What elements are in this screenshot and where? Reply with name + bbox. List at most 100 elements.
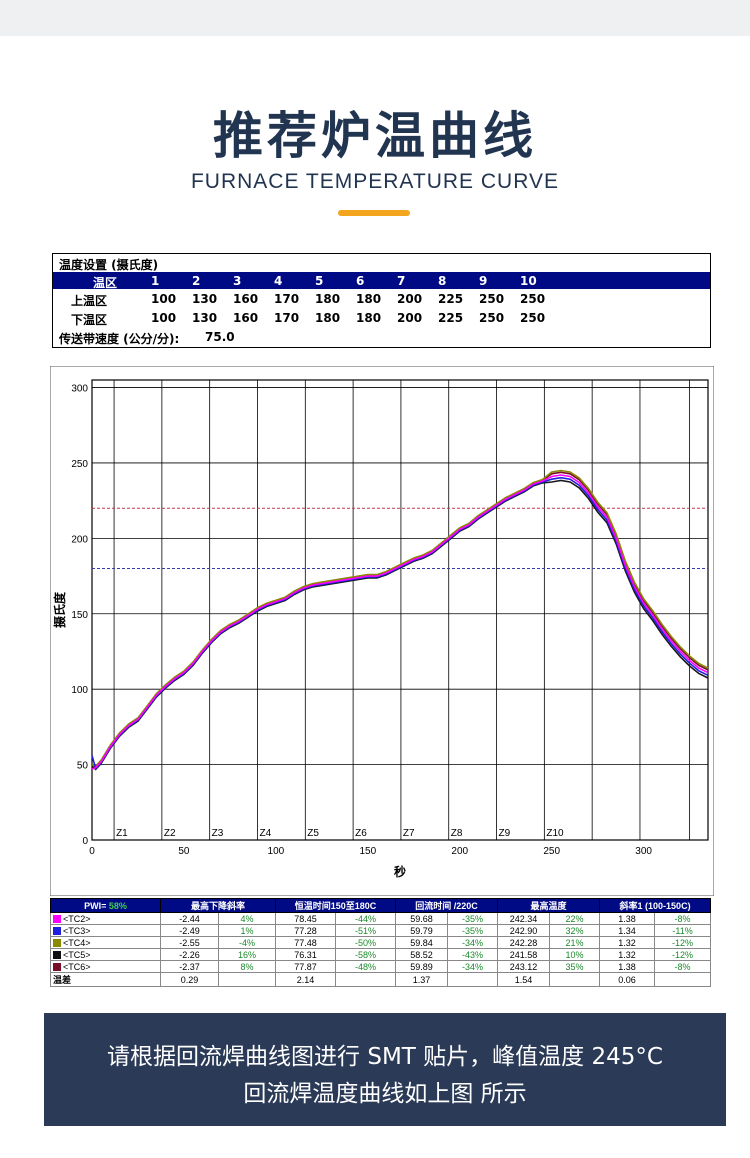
diff-cell xyxy=(447,972,499,987)
conveyor-speed-label: 传送带速度 (公分/分): xyxy=(59,332,180,346)
diff-cell xyxy=(654,972,712,987)
probe-name: <TC4> xyxy=(63,937,91,948)
col-max-fall-slope: 最高下降斜率 xyxy=(159,898,277,913)
results-cell: 1.32 xyxy=(599,948,656,961)
lower-zone-value: 170 xyxy=(274,311,300,325)
results-cell: 59.84 xyxy=(395,936,449,949)
zone-number: 9 xyxy=(479,274,488,288)
results-cell: 32% xyxy=(549,924,601,937)
zone-label: Z1 xyxy=(116,828,128,839)
results-cell: 77.87 xyxy=(275,960,337,973)
zone-label: 温区 xyxy=(93,276,118,290)
zone-label: Z7 xyxy=(403,828,415,839)
zone-label: Z5 xyxy=(307,828,319,839)
results-cell: -11% xyxy=(654,924,712,937)
results-cell: -43% xyxy=(447,948,499,961)
chart-svg: 0 50 100 150 200 250 300 Z1 Z2 Z3 Z4 Z5 Z6 Z7 Z8 Z9 Z10 0… xyxy=(50,366,714,896)
page-subtitle: FURNACE TEMPERATURE CURVE xyxy=(190,170,560,193)
upper-zone-value: 180 xyxy=(315,292,341,306)
zone-number: 1 xyxy=(151,274,160,288)
results-cell: 1.38 xyxy=(599,912,656,925)
results-cell: 1.32 xyxy=(599,936,656,949)
results-cell: 243.12 xyxy=(497,960,551,973)
probe-label: <TC2> xyxy=(50,912,161,925)
upper-zone-value: 200 xyxy=(397,292,423,306)
probe-name: <TC2> xyxy=(63,913,91,924)
conveyor-speed-value: 75.0 xyxy=(205,330,235,344)
results-cell: -2.26 xyxy=(160,948,219,961)
x-tick-label: 250 xyxy=(543,846,560,857)
lower-zone-value: 180 xyxy=(315,311,341,325)
results-cell: -51% xyxy=(335,924,397,937)
zone-number: 7 xyxy=(397,274,406,288)
conveyor-speed-row: 传送带速度 (公分/分): 75.0 xyxy=(53,328,710,347)
probe-label: <TC5> xyxy=(50,948,161,961)
pwi-value: 58% xyxy=(108,900,127,911)
diff-label: 温差 xyxy=(50,972,161,987)
results-cell: 1% xyxy=(217,924,277,937)
lower-zone-value: 180 xyxy=(356,311,382,325)
col-soak-time: 恒温时间150至180C xyxy=(275,898,397,913)
col-slope1: 斜率1 (100-150C) xyxy=(599,898,712,913)
results-cell: 242.28 xyxy=(497,936,551,949)
zone-label: Z2 xyxy=(164,828,176,839)
upper-zone-row: 上温区 100 130 160 170 180 180 200 225 250 250 xyxy=(53,290,710,309)
lower-zone-value: 160 xyxy=(233,311,259,325)
lower-zone-row: 下温区 100 130 160 170 180 180 200 225 250 250 xyxy=(53,309,710,328)
pwi-label: PWI= xyxy=(84,900,107,911)
zone-number: 8 xyxy=(438,274,447,288)
upper-zone-value: 250 xyxy=(520,292,546,306)
results-row: <TC3> -2.49 1% 77.28 -51% 59.79 -35% 242.90 32% 1… xyxy=(50,924,712,937)
results-cell: -44% xyxy=(335,912,397,925)
settings-title-row: 温度设置 (摄氏度) xyxy=(53,254,710,273)
results-cell: 59.79 xyxy=(395,924,449,937)
settings-title: 温度设置 (摄氏度) xyxy=(59,258,159,272)
probe-color-swatch xyxy=(53,914,61,923)
results-cell: 242.90 xyxy=(497,924,551,937)
probe-name: <TC3> xyxy=(63,925,91,936)
series-line-tc4 xyxy=(91,469,709,768)
upper-zone-value: 180 xyxy=(356,292,382,306)
upper-zone-value: 100 xyxy=(151,292,177,306)
results-cell: 242.34 xyxy=(497,912,551,925)
y-tick-label: 0 xyxy=(82,836,88,847)
probe-name: <TC5> xyxy=(63,949,91,960)
diff-cell: 0.06 xyxy=(599,972,656,987)
probe-color-swatch xyxy=(53,938,61,947)
lower-zone-value: 200 xyxy=(397,311,423,325)
lower-zone-label: 下温区 xyxy=(71,313,108,327)
results-cell: -2.55 xyxy=(160,936,219,949)
results-cell: -35% xyxy=(447,912,499,925)
zone-number: 5 xyxy=(315,274,324,288)
diff-cell xyxy=(549,972,601,987)
zone-label: Z8 xyxy=(451,828,463,839)
results-row: <TC5> -2.26 16% 76.31 -58% 58.52 -43% 241.58 10%… xyxy=(50,948,712,961)
zone-number: 10 xyxy=(520,274,537,288)
lower-zone-value: 250 xyxy=(479,311,505,325)
results-cell: 10% xyxy=(549,948,601,961)
results-row: <TC6> -2.37 8% 77.87 -48% 59.89 -34% 243.12 35% 1… xyxy=(50,960,712,973)
results-cell: -48% xyxy=(335,960,397,973)
note-banner: 请根据回流焊曲线图进行 SMT 贴片，峰值温度 245°C 回流焊温度曲线如上图… xyxy=(44,1013,726,1126)
y-tick-label: 250 xyxy=(71,459,88,470)
pwi-header: PWI= 58% xyxy=(50,898,161,913)
upper-zone-label: 上温区 xyxy=(71,294,108,308)
results-cell: -34% xyxy=(447,936,499,949)
col-reflow-time: 回流时间 /220C xyxy=(395,898,499,913)
y-tick-label: 200 xyxy=(71,534,88,545)
results-row: <TC4> -2.55 -4% 77.48 -50% 59.84 -34% 242.28 21%… xyxy=(50,936,712,949)
results-cell: -34% xyxy=(447,960,499,973)
results-cell: -8% xyxy=(654,912,712,925)
zone-label: Z10 xyxy=(546,828,564,839)
results-cell: 22% xyxy=(549,912,601,925)
results-cell: 58.52 xyxy=(395,948,449,961)
results-cell: -2.37 xyxy=(160,960,219,973)
lower-zone-value: 250 xyxy=(520,311,546,325)
results-cell: 21% xyxy=(549,936,601,949)
results-cell: 59.68 xyxy=(395,912,449,925)
results-cell: -4% xyxy=(217,936,277,949)
zone-label: Z3 xyxy=(212,828,224,839)
results-cell: -50% xyxy=(335,936,397,949)
results-cell: 1.38 xyxy=(599,960,656,973)
upper-zone-value: 170 xyxy=(274,292,300,306)
